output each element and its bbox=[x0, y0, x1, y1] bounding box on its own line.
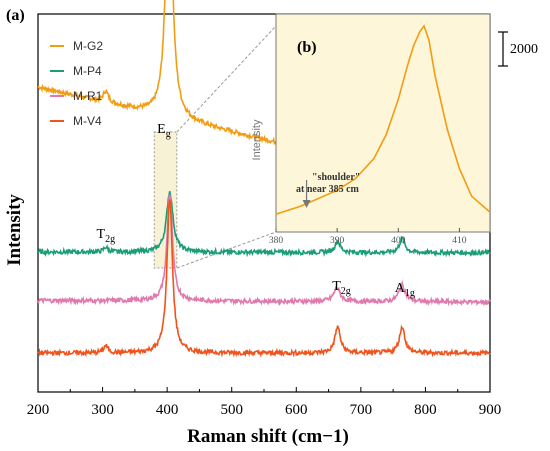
inset-frame bbox=[275, 13, 491, 233]
inset-plot: 380 390 400 410 Intensity "shoulder" at near 3… bbox=[251, 13, 491, 246]
inset-x-tick-label: 380 bbox=[269, 236, 284, 246]
peak-label-base: T bbox=[332, 279, 341, 294]
shoulder-annotation-line: "shoulder" bbox=[312, 172, 360, 183]
series-line-m-p4 bbox=[37, 191, 491, 258]
main-axes: 200 300 400 500 600 700 800 900 bbox=[27, 13, 502, 418]
panel-b-label: (b) bbox=[297, 39, 317, 56]
peak-label: T2g bbox=[97, 227, 116, 245]
x-axis-title: Raman shift (cm−1) bbox=[187, 426, 349, 447]
x-tick-label: 600 bbox=[285, 402, 308, 418]
inset-x-tick-label: 410 bbox=[452, 236, 467, 246]
series-line-m-v4 bbox=[37, 199, 491, 358]
legend-label: M-P4 bbox=[73, 64, 102, 78]
peak-label-base: A bbox=[395, 281, 406, 296]
x-tick-label: 800 bbox=[414, 402, 437, 418]
inset-series-line bbox=[275, 24, 491, 215]
series-line-m-r1 bbox=[37, 194, 491, 307]
y-axis-title: Intensity bbox=[4, 194, 25, 266]
x-tick-label: 200 bbox=[27, 402, 50, 418]
shoulder-annotation: "shoulder" at near 385 cm bbox=[296, 172, 360, 195]
shoulder-annotation-line: at near 385 cm bbox=[296, 184, 360, 195]
zoom-connector-top bbox=[176, 25, 277, 133]
legend-label: M-V4 bbox=[73, 114, 102, 128]
panel-a-label: (a) bbox=[6, 7, 25, 24]
legend-label: M-G2 bbox=[73, 39, 103, 53]
inset-x-tick-label: 400 bbox=[391, 236, 406, 246]
x-tick-label: 700 bbox=[350, 402, 373, 418]
peak-label-sub: g bbox=[166, 129, 171, 140]
scale-bar-label: 2000 bbox=[510, 42, 538, 57]
peak-label-sub: 2g bbox=[105, 234, 115, 245]
shoulder-arrow-head bbox=[302, 200, 311, 208]
peak-label-sub: 2g bbox=[341, 286, 351, 297]
peak-label: Eg bbox=[157, 122, 171, 140]
legend: M-G2 M-P4 M-R1 M-V4 bbox=[50, 39, 103, 128]
x-tick-label: 300 bbox=[91, 402, 114, 418]
peak-label: T2g bbox=[332, 279, 351, 297]
inset-x-tick-label: 390 bbox=[330, 236, 345, 246]
x-tick-label: 900 bbox=[479, 402, 502, 418]
legend-label: M-R1 bbox=[73, 89, 103, 103]
peak-label: A1g bbox=[395, 281, 415, 299]
x-tick-label: 500 bbox=[220, 402, 243, 418]
inset-y-axis-title: Intensity bbox=[251, 119, 263, 160]
peak-label-sub: 1g bbox=[405, 288, 415, 299]
peak-label-base: T bbox=[97, 227, 106, 242]
x-tick-label: 400 bbox=[156, 402, 179, 418]
peak-label-base: E bbox=[157, 122, 166, 137]
